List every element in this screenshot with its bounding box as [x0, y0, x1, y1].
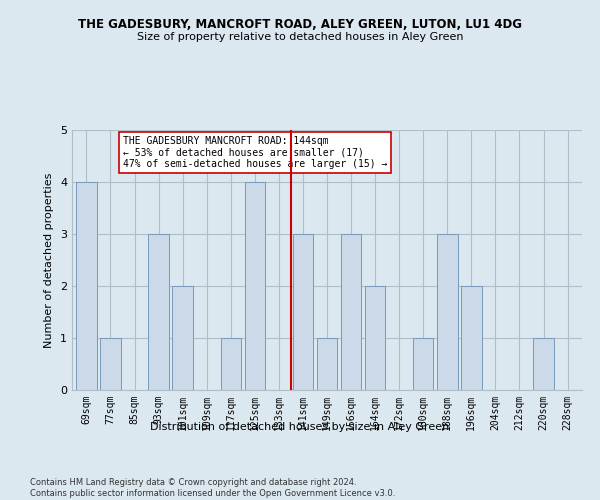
- Bar: [100, 338, 121, 390]
- Text: Size of property relative to detached houses in Aley Green: Size of property relative to detached ho…: [137, 32, 463, 42]
- Bar: [533, 338, 554, 390]
- Text: THE GADESBURY, MANCROFT ROAD, ALEY GREEN, LUTON, LU1 4DG: THE GADESBURY, MANCROFT ROAD, ALEY GREEN…: [78, 18, 522, 30]
- Bar: [76, 182, 97, 390]
- Text: THE GADESBURY MANCROFT ROAD: 144sqm
← 53% of detached houses are smaller (17)
47: THE GADESBURY MANCROFT ROAD: 144sqm ← 53…: [122, 136, 387, 170]
- Bar: [221, 338, 241, 390]
- Bar: [437, 234, 458, 390]
- Bar: [245, 182, 265, 390]
- Bar: [365, 286, 385, 390]
- Bar: [172, 286, 193, 390]
- Bar: [413, 338, 433, 390]
- Text: Distribution of detached houses by size in Aley Green: Distribution of detached houses by size …: [151, 422, 449, 432]
- Text: Contains HM Land Registry data © Crown copyright and database right 2024.
Contai: Contains HM Land Registry data © Crown c…: [30, 478, 395, 498]
- Bar: [341, 234, 361, 390]
- Bar: [461, 286, 482, 390]
- Bar: [317, 338, 337, 390]
- Y-axis label: Number of detached properties: Number of detached properties: [44, 172, 55, 348]
- Bar: [148, 234, 169, 390]
- Bar: [293, 234, 313, 390]
